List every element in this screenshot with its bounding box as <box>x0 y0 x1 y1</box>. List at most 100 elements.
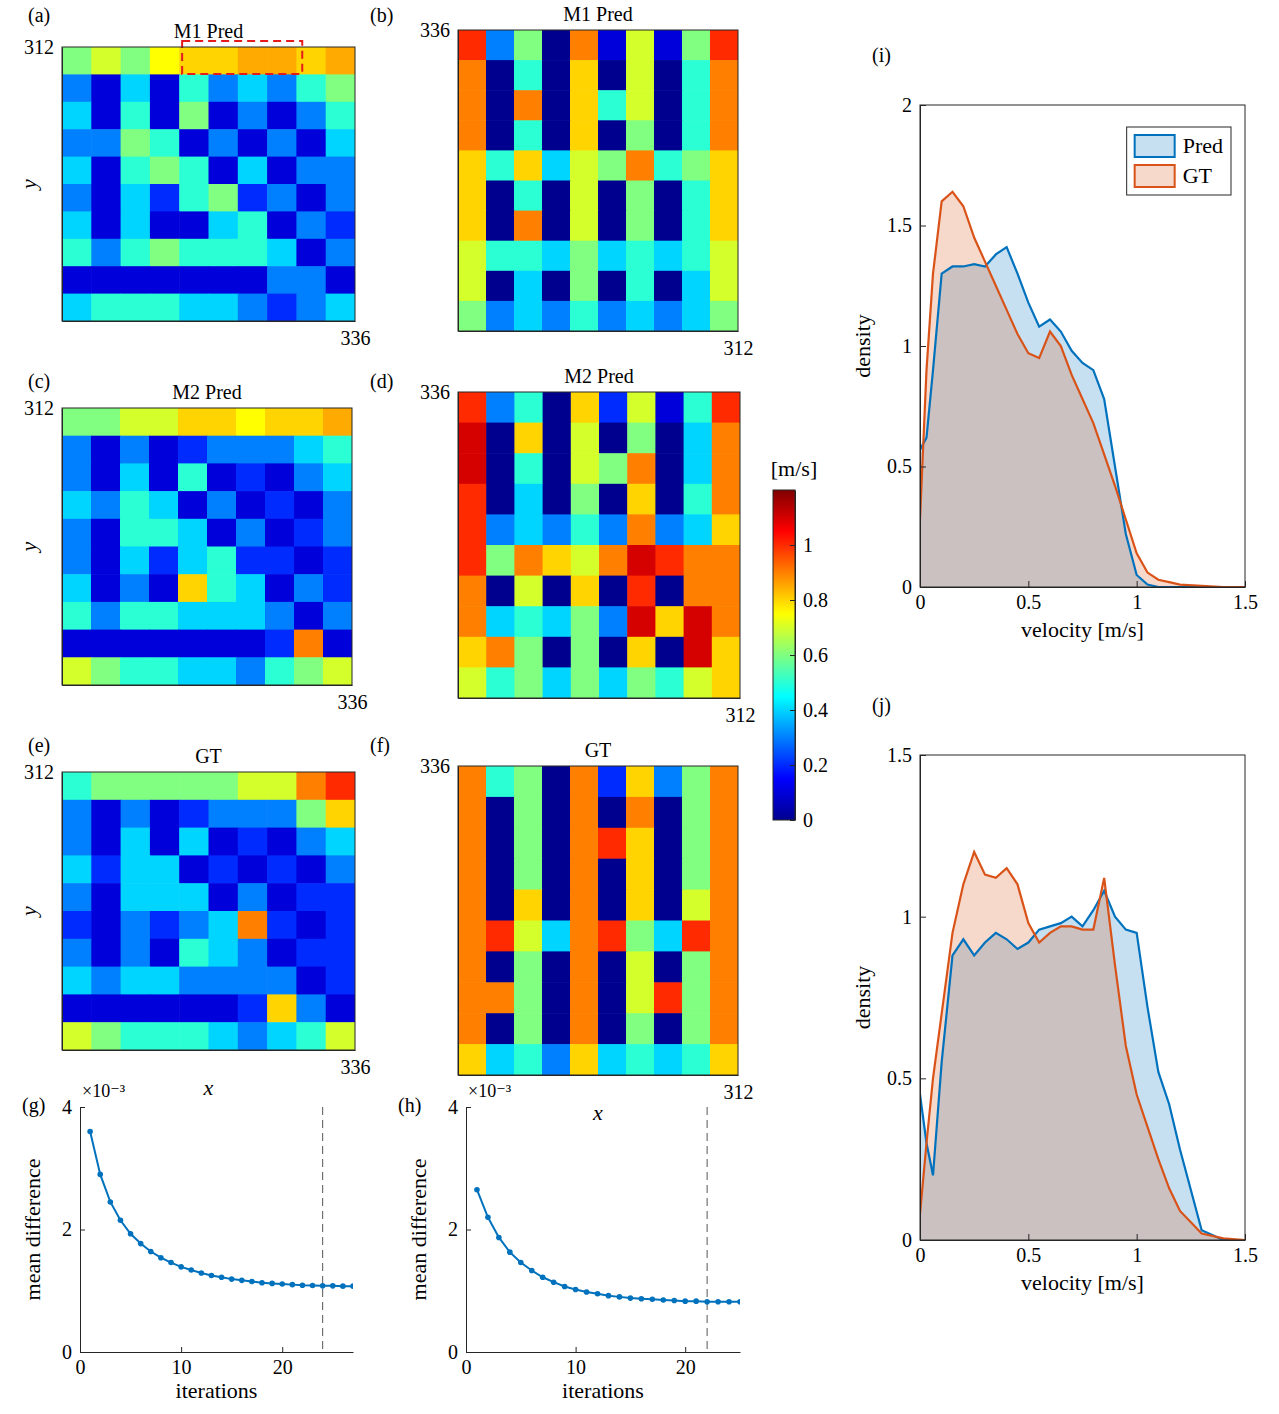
cell <box>62 939 92 967</box>
panel-title: M1 Pred <box>563 3 632 25</box>
cell <box>655 576 684 607</box>
cell <box>238 800 268 828</box>
cell <box>654 951 683 983</box>
tick-label: 0.2 <box>803 754 828 776</box>
tick: 1 <box>1132 1234 1142 1266</box>
cell <box>209 1022 239 1050</box>
tick-mark <box>466 1107 471 1108</box>
cell <box>458 797 487 829</box>
cell <box>62 883 92 911</box>
data-point <box>474 1187 480 1193</box>
cell <box>179 211 209 239</box>
cell <box>542 150 571 181</box>
cell <box>458 667 487 698</box>
cell <box>682 766 711 798</box>
cell <box>654 859 683 891</box>
data-point <box>639 1296 645 1302</box>
cell <box>121 211 151 239</box>
tick-label: 20 <box>273 1356 293 1378</box>
frame <box>920 755 1245 1240</box>
data-point <box>269 1281 275 1287</box>
cell <box>542 181 571 212</box>
cell <box>120 463 150 491</box>
tick-label: 312 <box>724 1081 754 1103</box>
y-axis: 00.511.52 <box>887 94 926 598</box>
cell <box>91 157 121 185</box>
cell <box>626 301 655 331</box>
cell <box>682 982 711 1014</box>
tick-label: 336 <box>420 381 450 403</box>
cell <box>294 463 324 491</box>
cell <box>598 890 627 922</box>
cell <box>486 921 515 953</box>
legend: PredGT <box>1127 127 1231 195</box>
cell <box>267 939 297 967</box>
data-point <box>595 1291 601 1297</box>
cell <box>121 967 151 995</box>
y-axis: 336 <box>420 19 459 332</box>
data-point <box>229 1276 235 1282</box>
x-axis: 312 <box>459 331 754 359</box>
cell <box>598 90 627 121</box>
cell <box>238 47 268 75</box>
cell <box>267 211 297 239</box>
data-point <box>628 1295 634 1301</box>
cell <box>207 463 237 491</box>
x-axis: 336 <box>63 685 368 713</box>
cell <box>238 266 268 294</box>
data-point <box>279 1281 285 1287</box>
x-axis: 336 <box>63 1050 371 1078</box>
cell <box>655 514 684 545</box>
tick-label: 312 <box>24 397 54 419</box>
cell <box>458 301 487 331</box>
density-panel: 00.511.500.511.52velocity [m/s]density(i… <box>850 44 1258 642</box>
cell <box>323 519 352 547</box>
cell <box>209 855 239 883</box>
cell <box>267 102 297 130</box>
cell <box>710 150 738 181</box>
cell <box>326 828 355 856</box>
cell <box>91 436 121 464</box>
plot-marks <box>920 852 1245 1240</box>
y-axis: 312 <box>24 36 63 322</box>
axis-line <box>62 409 63 686</box>
cell <box>150 102 180 130</box>
cells <box>458 30 738 331</box>
cell <box>326 184 355 212</box>
tick-mark <box>920 226 926 227</box>
cell <box>626 1013 655 1044</box>
tick-mark <box>80 1107 85 1108</box>
cell <box>238 129 268 157</box>
cell <box>599 576 628 607</box>
cell <box>294 436 324 464</box>
tick: 10 <box>172 1347 192 1378</box>
y-axis-title: y <box>16 541 41 553</box>
cell <box>121 939 151 967</box>
cell <box>570 1044 599 1075</box>
cell <box>571 637 600 668</box>
cell <box>62 47 92 75</box>
cell <box>323 630 352 658</box>
cell <box>682 301 711 331</box>
cell <box>238 911 268 939</box>
cell <box>178 463 208 491</box>
x-axis: 01020 <box>76 1347 354 1378</box>
cell <box>179 74 209 102</box>
cell <box>326 47 355 75</box>
cell <box>150 157 180 185</box>
cell <box>486 606 515 637</box>
cell <box>91 463 121 491</box>
cell <box>121 184 151 212</box>
axis-line <box>62 773 63 1051</box>
cell <box>267 157 297 185</box>
cell <box>654 890 683 922</box>
cell <box>120 408 150 436</box>
cell <box>486 982 515 1014</box>
cell <box>514 1013 543 1044</box>
cell <box>265 657 295 685</box>
cell <box>570 181 599 212</box>
cell <box>655 392 684 423</box>
data-point <box>259 1280 265 1286</box>
cell <box>209 994 239 1022</box>
x-axis-title: x <box>203 1075 214 1100</box>
